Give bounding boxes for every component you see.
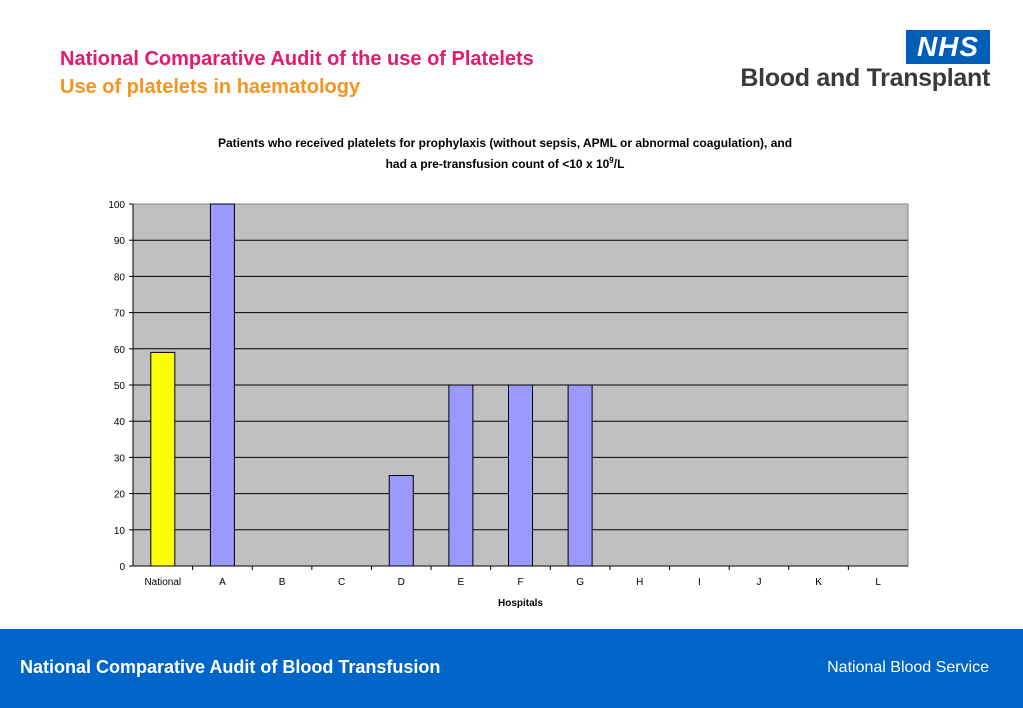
y-tick-label: 10 bbox=[114, 526, 126, 537]
chart-title-prefix: had a pre-transfusion count of <10 x 10 bbox=[385, 157, 610, 171]
y-tick-label: 30 bbox=[114, 453, 126, 464]
x-tick-label: D bbox=[398, 577, 405, 588]
bar-g bbox=[567, 384, 593, 567]
bar-e bbox=[448, 384, 474, 567]
chart-title-suffix: /L bbox=[613, 157, 625, 171]
bar-national bbox=[150, 351, 176, 567]
y-tick-label: 40 bbox=[114, 417, 126, 428]
x-tick-label: F bbox=[517, 577, 523, 588]
x-tick-label: National bbox=[144, 577, 181, 588]
bar-a bbox=[209, 203, 235, 567]
bar-chart: 0 10 20 30 40 50 60 70 80 90 100 National A B C D E F G H I J… bbox=[108, 200, 909, 609]
y-tick-label: 0 bbox=[119, 562, 125, 573]
nhs-badge: NHS bbox=[906, 30, 990, 64]
x-tick-label: L bbox=[875, 577, 881, 588]
y-tick-label: 80 bbox=[114, 272, 126, 283]
bar-f bbox=[508, 384, 533, 567]
page-subtitle: Use of platelets in haematology bbox=[60, 76, 361, 98]
logo-text: Blood and Transplant bbox=[740, 64, 990, 92]
footer-organisation: National Blood Service bbox=[827, 659, 989, 676]
x-tick-label: E bbox=[458, 577, 465, 588]
x-tick-label: H bbox=[636, 577, 643, 588]
chart-title-line-2: had a pre-transfusion count of <10 x 109… bbox=[100, 156, 910, 171]
chart-title-superscript: 9 bbox=[609, 156, 614, 165]
y-tick-label: 70 bbox=[114, 309, 126, 320]
y-tick-label: 90 bbox=[114, 236, 126, 247]
y-tick-label: 50 bbox=[114, 381, 126, 392]
y-tick-label: 20 bbox=[114, 490, 126, 501]
x-tick-label: I bbox=[698, 577, 701, 588]
x-tick-label: A bbox=[219, 577, 226, 588]
footer-title: National Comparative Audit of Blood Tran… bbox=[20, 657, 441, 677]
x-tick-label: C bbox=[338, 577, 345, 588]
footer-bar: National Comparative Audit of Blood Tran… bbox=[0, 629, 1023, 708]
x-tick-label: G bbox=[576, 577, 584, 588]
page-title: National Comparative Audit of the use of… bbox=[60, 48, 534, 70]
chart-title-line-1: Patients who received platelets for prop… bbox=[217, 136, 793, 150]
x-tick-label: K bbox=[815, 577, 822, 588]
x-axis-label: Hospitals bbox=[498, 598, 543, 609]
y-tick-label: 100 bbox=[108, 200, 125, 211]
bar-d bbox=[388, 475, 414, 567]
nhs-blood-transplant-logo: NHS Blood and Transplant bbox=[700, 30, 992, 96]
x-tick-label: B bbox=[279, 577, 286, 588]
x-tick-label: J bbox=[756, 577, 761, 588]
y-tick-label: 60 bbox=[114, 345, 126, 356]
